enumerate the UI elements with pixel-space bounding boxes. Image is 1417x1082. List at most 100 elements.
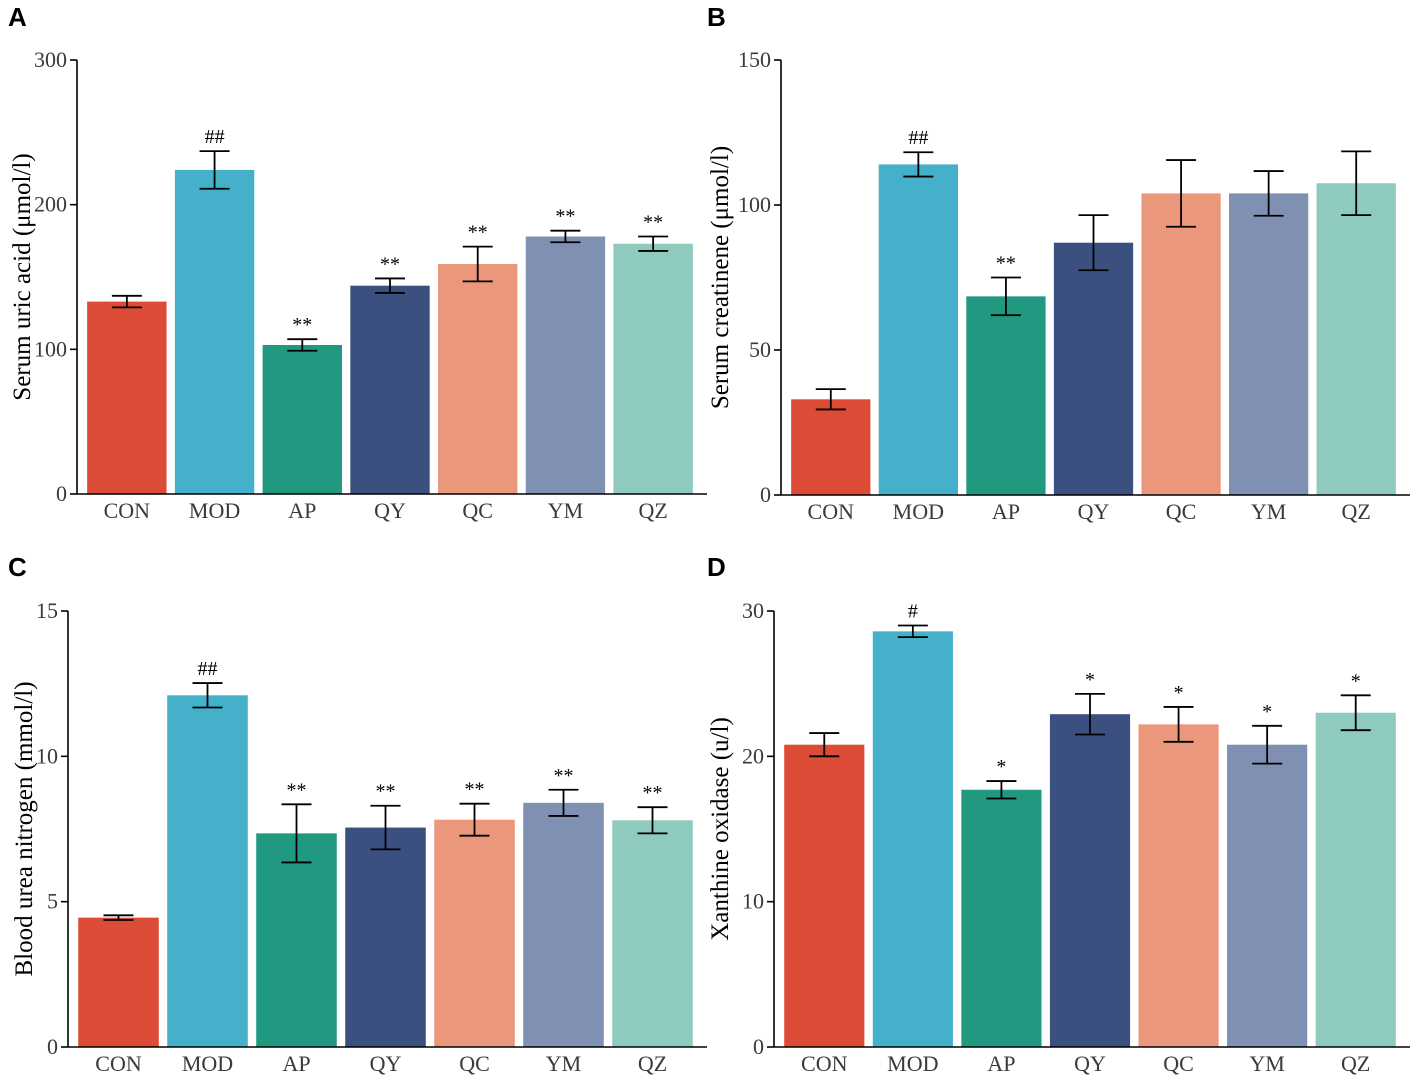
x-tick-label: MOD [182,1051,233,1076]
error-bar-qc [462,245,493,283]
x-tick-label: AP [288,498,316,523]
x-tick-label: QY [1074,1051,1106,1076]
bar-ap [961,789,1042,1047]
y-axis-label: Xanthine oxidase (u/l) [707,717,734,941]
x-tick-label: QZ [638,498,667,523]
x-tick-label: QZ [638,1051,667,1076]
significance-marker: * [996,756,1006,778]
y-tick-label: 100 [738,192,771,217]
significance-marker: ** [287,779,307,801]
x-tick-label: QY [1078,499,1110,524]
error-bar-con [815,388,846,411]
bar-qz [613,243,693,494]
x-tick-label: YM [1249,1051,1284,1076]
error-bar-qy [1075,692,1105,736]
error-bar-qy [370,804,401,851]
significance-marker: ** [554,765,574,787]
error-bar-ym [1252,724,1283,765]
bar-ym [523,802,604,1047]
y-tick-label: 0 [753,1034,764,1059]
error-bar-con [103,914,134,921]
error-bar-ap [990,276,1021,317]
significance-marker: * [1085,669,1095,691]
bar-mod [174,169,255,495]
panel-c: C CON ## MOD ** AP ** QY ** QC ** YM ** QZ 0 5 10 15 Blood… [8,552,707,1076]
error-bar-ym [548,788,579,817]
y-tick-label: 0 [760,482,771,507]
panel-b: B CON ## MOD ** AP QY QC YM QZ 0 50 100 150 Serum crea… [707,2,1410,524]
bar-qz [1316,183,1396,495]
x-tick-label: CON [95,1051,142,1076]
error-bar-mod [903,151,934,178]
error-bar-ap [281,803,312,864]
bar-qz [612,820,693,1047]
significance-marker: ** [643,782,663,804]
bar-ym [1229,193,1309,495]
panel-letter: B [707,2,726,32]
panel-a: A CON ## MOD ** AP ** QY ** QC ** YM ** QZ 0 100 200 300 S… [8,2,707,523]
x-tick-label: QC [1163,1051,1194,1076]
significance-marker: ## [198,658,218,680]
y-tick-label: 0 [56,481,67,506]
x-tick-label: QZ [1341,1051,1370,1076]
y-tick-label: 10 [36,743,58,768]
bar-ap [262,344,342,494]
significance-marker: * [1174,682,1184,704]
x-tick-label: AP [992,499,1020,524]
x-tick-label: YM [548,498,583,523]
panel-d: D CON # MOD * AP * QY * QC * YM * QZ 0 10 20 30 Xanthine o… [707,552,1410,1076]
bar-qy [345,827,426,1047]
error-bar-qz [1340,694,1371,732]
error-bar-qy [375,277,405,294]
bar-mod [872,631,953,1047]
bar-ym [1227,744,1308,1047]
error-bar-con [809,732,840,758]
error-bar-mod [199,150,230,190]
error-bar-qc [459,802,490,837]
y-tick-label: 15 [36,598,58,623]
bar-qc [438,263,518,494]
y-tick-label: 100 [34,336,67,361]
significance-marker: ** [465,779,485,801]
significance-marker: ** [376,781,396,803]
x-tick-label: CON [104,498,151,523]
x-tick-label: QC [462,498,493,523]
error-bar-qy [1078,214,1109,272]
x-tick-label: AP [987,1051,1015,1076]
y-tick-label: 10 [742,889,764,914]
x-tick-label: AP [282,1051,310,1076]
significance-marker: ** [292,314,312,336]
bar-ap [256,833,337,1047]
error-bar-mod [192,682,223,709]
y-axis-label: Serum uric acid (μmol/l) [9,153,36,400]
panel-letter: C [8,552,27,582]
significance-marker: ** [468,222,488,244]
y-tick-label: 5 [47,889,58,914]
y-axis-label: Serum creatinene (μmol/l) [707,146,734,409]
panel-letter: A [8,2,27,32]
y-tick-label: 300 [34,47,67,72]
x-tick-label: CON [808,499,855,524]
panel-letter: D [707,552,726,582]
bar-qz [1315,712,1396,1047]
y-tick-label: 30 [742,598,764,623]
bar-qy [1053,242,1134,495]
x-tick-label: QY [370,1051,402,1076]
bar-qy [350,285,430,494]
significance-marker: ** [380,253,400,275]
error-bar-qc [1166,159,1197,228]
y-tick-label: 0 [47,1034,58,1059]
bar-con [791,399,871,495]
bar-mod [167,695,248,1047]
bar-qc [1138,724,1219,1047]
y-tick-label: 20 [742,743,764,768]
x-tick-label: MOD [893,499,944,524]
significance-marker: * [1351,670,1361,692]
y-axis-label: Blood urea nitrogen (mmol/l) [11,681,38,976]
significance-marker: ## [908,127,928,149]
error-bar-qz [637,806,668,835]
error-bar-con [111,294,142,309]
error-bar-ap [287,338,318,352]
error-bar-qc [1163,706,1194,743]
